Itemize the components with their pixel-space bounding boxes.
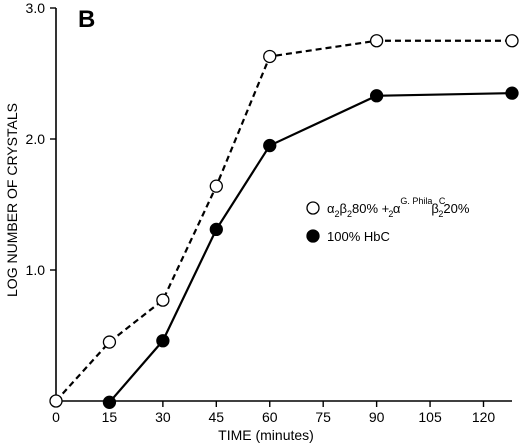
- series-line-2: [108, 92, 513, 404]
- x-tick-label: 45: [209, 409, 225, 425]
- x-tick-label: 60: [262, 409, 278, 425]
- y-tick-label: 1.0: [26, 262, 46, 278]
- legend-label-mixture: α2β280% + αG. Phila 2 βC 220%: [327, 196, 470, 219]
- axes: 0 15 30 45 60 75 90 105 120 1.0 2.0 3.0: [26, 0, 512, 425]
- data-point-open-circle: [505, 34, 519, 48]
- x-tick-label: 90: [369, 409, 385, 425]
- y-axis-label: LOG NUMBER OF CRYSTALS: [4, 103, 20, 297]
- series-layer: [49, 34, 519, 409]
- data-point-open-circle: [369, 34, 384, 48]
- panel-label: B: [78, 6, 95, 33]
- legend-label-hbc: 100% HbC: [327, 229, 390, 244]
- x-tick-label: 105: [418, 409, 442, 425]
- data-point-filled-circle: [505, 86, 519, 100]
- x-tick-label: 15: [102, 409, 118, 425]
- legend-marker-open-circle: [306, 201, 320, 215]
- data-point-open-circle: [49, 394, 63, 408]
- data-point-open-circle: [209, 179, 223, 193]
- data-point-filled-circle: [209, 222, 223, 237]
- legend: α2β280% + αG. Phila 2 βC 220% 100% HbC: [306, 196, 470, 244]
- data-point-filled-circle: [369, 89, 384, 103]
- y-tick-label: 3.0: [26, 0, 46, 16]
- data-point-filled-circle: [102, 395, 117, 409]
- y-tick-label: 2.0: [26, 131, 46, 147]
- data-point-filled-circle: [156, 334, 170, 348]
- data-point-open-circle: [156, 293, 170, 307]
- x-tick-label: 120: [472, 409, 496, 425]
- data-point-open-circle: [102, 335, 117, 349]
- data-point-open-circle: [263, 49, 277, 64]
- data-point-filled-circle: [263, 138, 277, 153]
- legend-marker-filled-circle: [306, 229, 320, 243]
- x-tick-label: 0: [52, 409, 60, 425]
- x-tick-label: 75: [315, 409, 331, 425]
- x-tick-label: 30: [155, 409, 171, 425]
- x-axis-label: TIME (minutes): [218, 427, 314, 443]
